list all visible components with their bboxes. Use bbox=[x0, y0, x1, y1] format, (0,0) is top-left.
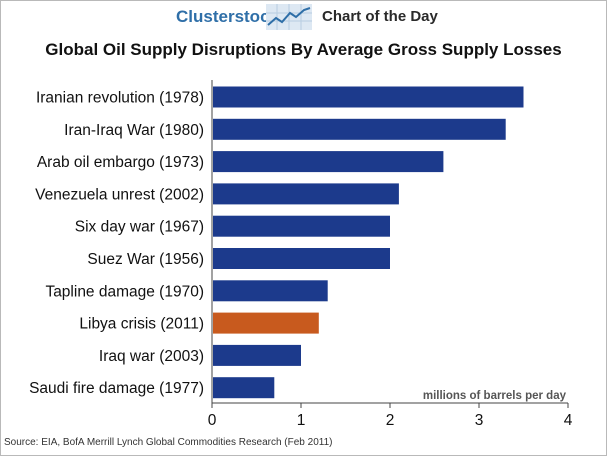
bar bbox=[213, 248, 390, 269]
x-tick-label: 3 bbox=[475, 412, 484, 429]
brand-name: Clusterstock bbox=[176, 7, 279, 26]
category-label: Six day war (1967) bbox=[75, 219, 204, 236]
bar bbox=[213, 86, 524, 108]
header: Clusterstock Chart of the Day bbox=[0, 0, 607, 36]
sparkline-logo-icon bbox=[266, 4, 312, 30]
x-tick-label: 1 bbox=[297, 412, 306, 429]
x-axis-unit-label: millions of barrels per day bbox=[423, 390, 567, 402]
x-tick-label: 4 bbox=[564, 412, 573, 429]
bar bbox=[213, 183, 399, 205]
bar bbox=[213, 312, 319, 334]
category-label: Tapline damage (1970) bbox=[45, 283, 204, 300]
bar bbox=[213, 215, 390, 237]
category-label: Iranian revolution (1978) bbox=[36, 90, 204, 107]
category-label: Iran-Iraq War (1980) bbox=[64, 122, 204, 139]
bar bbox=[213, 344, 301, 366]
chart-of-the-day-label: Chart of the Day bbox=[322, 8, 438, 25]
category-label: Libya crisis (2011) bbox=[79, 316, 204, 333]
bar bbox=[213, 118, 506, 140]
source-note: Source: EIA, BofA Merrill Lynch Global C… bbox=[4, 437, 333, 448]
bar bbox=[213, 151, 444, 173]
category-label: Arab oil embargo (1973) bbox=[37, 154, 204, 171]
x-tick-label: 0 bbox=[208, 412, 217, 429]
category-label: Suez War (1956) bbox=[87, 251, 204, 268]
category-label: Venezuela unrest (2002) bbox=[35, 186, 204, 203]
bar bbox=[213, 280, 328, 302]
category-label: Iraq war (2003) bbox=[99, 348, 204, 365]
category-label: Saudi fire damage (1977) bbox=[29, 380, 204, 397]
bar bbox=[213, 377, 275, 399]
x-tick-label: 2 bbox=[386, 412, 395, 429]
chart-title: Global Oil Supply Disruptions By Average… bbox=[45, 40, 562, 59]
